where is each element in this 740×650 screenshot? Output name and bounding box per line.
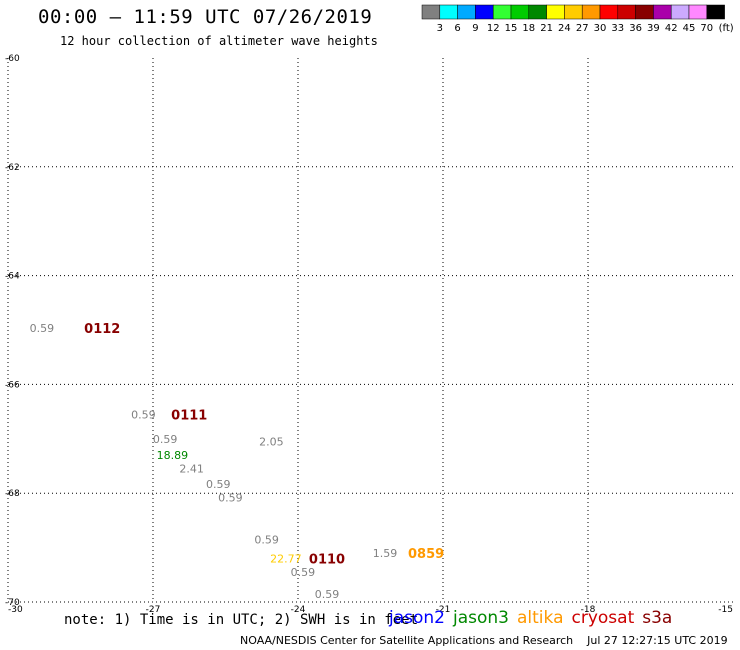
colorbar: 3 6 9 12 15 18 21 24 27 30 33 36 39 42 45 70 (ft): [421, 4, 734, 34]
wave-height-value: 0.59: [206, 478, 231, 491]
x-tick-label: -27: [146, 605, 161, 615]
colorbar-label: 9: [472, 23, 478, 34]
colorbar-cell: [510, 4, 530, 20]
wave-height-value: 0.59: [291, 566, 316, 579]
y-tick-label: -62: [5, 163, 20, 173]
colorbar-label: 3: [437, 23, 443, 34]
colorbar-cell: [635, 4, 654, 20]
chart-subtitle: 12 hour collection of altimeter wave hei…: [60, 34, 378, 48]
colorbar-cell: [581, 4, 601, 20]
plot-axes: [7, 58, 733, 603]
colorbar-label: 21: [540, 23, 553, 34]
colorbar-label: 70: [700, 23, 713, 34]
pass-time-label: 0111: [171, 408, 207, 423]
colorbar-cell: [421, 4, 441, 20]
colorbar-label: 45: [683, 23, 696, 34]
x-tick-label: -30: [8, 605, 23, 615]
y-tick-label: -70: [5, 598, 20, 608]
colorbar-label: 27: [576, 23, 589, 34]
colorbar-cell: [475, 4, 494, 20]
chart-title: 00:00 – 11:59 UTC 07/26/2019: [38, 6, 373, 28]
y-tick-label: -66: [5, 380, 20, 390]
colorbar-label: 6: [454, 23, 460, 34]
legend-altika: altika: [517, 608, 564, 628]
credit-line: NOAA/NESDIS Center for Satellite Applica…: [240, 634, 728, 647]
wave-height-value: 22.77: [270, 552, 302, 565]
pass-time-label: 0110: [309, 552, 345, 567]
colorbar-cell: [653, 4, 672, 20]
wave-height-value: 1.59: [373, 547, 398, 560]
x-tick-label: -24: [291, 605, 306, 615]
wave-height-value: 0.59: [30, 322, 55, 335]
colorbar-unit: (ft): [719, 23, 734, 34]
colorbar-label: 18: [522, 23, 535, 34]
wave-height-value: 0.59: [315, 588, 340, 601]
footer-note: note: 1) Time is in UTC; 2) SWH is in fe…: [64, 612, 419, 628]
wave-height-labels: 0.590.590.5918.892.410.590.592.050.5922.…: [30, 322, 398, 601]
colorbar-cell: [457, 4, 476, 20]
colorbar-label: 33: [611, 23, 624, 34]
y-tick-label: -60: [5, 54, 20, 64]
satellite-legend: jason2 jason3 altika cryosat s3a: [389, 608, 680, 628]
wave-height-value: 0.59: [131, 408, 156, 421]
colorbar-cell: [546, 4, 565, 20]
colorbar-label: 12: [487, 23, 500, 34]
colorbar-cell: [439, 4, 458, 20]
colorbar-cell: [670, 4, 690, 20]
colorbar-label: 39: [647, 23, 660, 34]
axis-tick-labels: -30 -27 -24 -21 -18 -15 -60 -62 -64 -66 -68 -70: [5, 54, 733, 615]
colorbar-cell: [706, 4, 725, 20]
pass-time-label: 0859: [408, 547, 444, 562]
legend-jason3: jason3: [453, 608, 509, 628]
x-tick-label: -21: [436, 605, 451, 615]
y-tick-label: -68: [5, 489, 20, 499]
colorbar-label: 24: [558, 23, 571, 34]
pass-time-label: 0112: [84, 322, 120, 337]
legend-s3a: s3a: [642, 608, 673, 628]
wave-height-value: 0.59: [218, 492, 243, 505]
x-tick-label: -15: [718, 605, 733, 615]
wave-height-value: 0.59: [153, 433, 178, 446]
colorbar-label: 30: [594, 23, 607, 34]
pass-time-labels: 0112 0111 0110 0859: [84, 322, 444, 568]
legend-jason2: jason2: [389, 608, 445, 628]
colorbar-cell: [617, 4, 636, 20]
colorbar-cell: [564, 4, 583, 20]
wave-height-value: 2.05: [259, 436, 284, 449]
wave-height-value: 2.41: [179, 463, 204, 476]
colorbar-cell: [688, 4, 708, 20]
wave-height-value: 18.89: [157, 449, 189, 462]
colorbar-cell: [492, 4, 512, 20]
x-tick-label: -18: [581, 605, 596, 615]
colorbar-cell: [528, 4, 547, 20]
colorbar-label: 36: [629, 23, 642, 34]
colorbar-cell: [599, 4, 619, 20]
wave-height-value: 0.59: [254, 533, 279, 546]
gridlines: [8, 58, 733, 602]
y-tick-label: -64: [5, 272, 20, 282]
legend-cryosat: cryosat: [571, 608, 635, 628]
colorbar-label: 15: [505, 23, 518, 34]
colorbar-label: 42: [665, 23, 678, 34]
